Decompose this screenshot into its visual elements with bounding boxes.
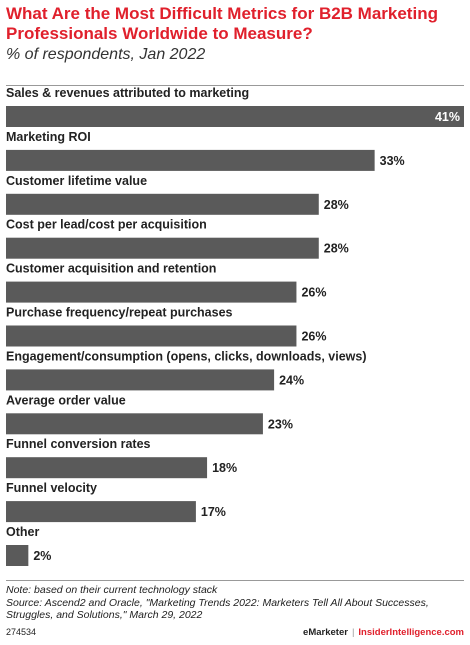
data-label: 23% bbox=[268, 417, 293, 431]
brand-insider-intelligence[interactable]: InsiderIntelligence.com bbox=[358, 627, 464, 638]
bar bbox=[6, 193, 319, 215]
bar bbox=[6, 281, 297, 303]
bar bbox=[6, 501, 196, 523]
bar bbox=[6, 237, 319, 259]
data-label: 41% bbox=[435, 110, 460, 124]
chart-source: Source: Ascend2 and Oracle, "Marketing T… bbox=[6, 597, 429, 621]
bar-chart: Sales & revenues attributed to marketing… bbox=[6, 86, 464, 566]
category-label: Funnel conversion rates bbox=[6, 437, 151, 451]
chart-note: Note: based on their current technology … bbox=[6, 584, 218, 596]
brand-emarketer[interactable]: eMarketer bbox=[303, 627, 348, 638]
data-label: 24% bbox=[279, 373, 304, 387]
bar bbox=[6, 149, 375, 171]
data-label: 18% bbox=[212, 461, 237, 475]
bar bbox=[6, 106, 464, 127]
category-label: Funnel velocity bbox=[6, 481, 97, 495]
bar bbox=[6, 325, 297, 347]
category-label: Sales & revenues attributed to marketing bbox=[6, 86, 249, 100]
data-label: 28% bbox=[324, 198, 349, 212]
data-label: 28% bbox=[324, 242, 349, 256]
chart-id: 274534 bbox=[6, 627, 37, 637]
chart-subtitle: % of respondents, Jan 2022 bbox=[6, 46, 206, 63]
bar bbox=[6, 369, 275, 391]
category-label: Engagement/consumption (opens, clicks, d… bbox=[6, 349, 366, 363]
bar bbox=[6, 413, 263, 435]
category-label: Customer acquisition and retention bbox=[6, 262, 216, 276]
category-label: Purchase frequency/repeat purchases bbox=[6, 306, 233, 320]
footer-brand: eMarketer | InsiderIntelligence.com bbox=[303, 627, 464, 638]
data-label: 26% bbox=[301, 330, 326, 344]
category-label: Marketing ROI bbox=[6, 130, 91, 144]
category-label: Other bbox=[6, 525, 39, 539]
category-label: Cost per lead/cost per acquisition bbox=[6, 218, 207, 232]
top-divider bbox=[6, 85, 464, 86]
data-label: 2% bbox=[33, 549, 51, 563]
brand-separator: | bbox=[351, 627, 355, 638]
bottom-divider bbox=[6, 580, 464, 581]
data-label: 17% bbox=[201, 505, 226, 519]
category-label: Average order value bbox=[6, 393, 126, 407]
bar bbox=[6, 457, 208, 479]
data-label: 26% bbox=[301, 286, 326, 300]
bar bbox=[6, 545, 29, 566]
data-label: 33% bbox=[380, 154, 405, 168]
chart-title: What Are the Most Difficult Metrics for … bbox=[6, 4, 438, 43]
category-label: Customer lifetime value bbox=[6, 174, 147, 188]
